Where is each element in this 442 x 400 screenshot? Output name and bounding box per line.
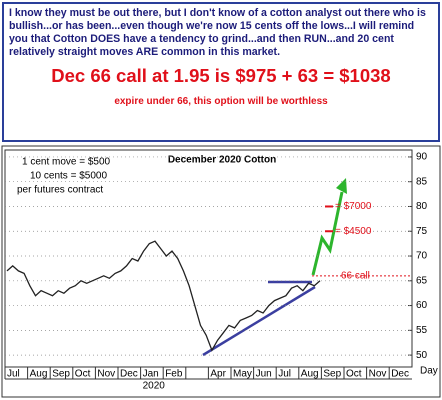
x-tick-label: Nov [97,369,115,380]
x-tick-label: Sep [323,369,341,380]
x-tick-label: May [233,369,252,380]
x-tick-label: Feb [165,369,183,380]
note: 1 cent move = $500 [22,157,111,168]
arrow-head [336,178,347,194]
call-label: 66 call [341,270,370,281]
x-tick-label: Dec [120,369,138,380]
y-tick-label: 85 [416,176,428,187]
x-tick-label: Aug [30,369,48,380]
note: per futures contract [17,185,103,196]
commentary-box: I know they must be out there, but I don… [2,2,440,142]
x-tick-label: Dec [391,369,409,380]
year-label: 2020 [143,381,166,392]
x-tick-label: Jul [7,369,20,380]
y-tick-label: 50 [416,350,428,361]
headline: Dec 66 call at 1.95 is $975 + 63 = $1038 [51,65,391,86]
price-line [6,240,321,352]
projection-arrow [311,191,344,276]
commentary: I know they must be out there, but I don… [9,7,426,58]
x-tick-label: Aug [301,369,319,380]
y-tick-label: 70 [416,251,428,262]
y-tick-label: 65 [416,275,428,286]
chart-title: December 2020 Cotton [168,155,276,166]
target-label: = $7000 [335,201,372,212]
chart-frame [1,145,441,398]
y-tick-label: 80 [416,201,428,212]
trend-line [202,285,316,357]
x-tick-label: Jul [278,369,291,380]
y-tick-label: 60 [416,300,428,311]
x-tick-label: Oct [346,369,362,380]
x-unit-label: Day [420,366,438,377]
target-label: = $4500 [335,226,372,237]
x-tick-label: Jan [143,369,159,380]
x-tick-label: Oct [75,369,91,380]
x-tick-label: Nov [369,369,387,380]
note: 10 cents = $5000 [30,171,107,182]
subline: expire under 66, this option will be wor… [114,96,328,107]
x-tick-label: Jun [256,369,272,380]
y-tick-label: 75 [416,226,428,237]
y-tick-label: 55 [416,325,428,336]
y-tick-label: 90 [416,152,428,163]
x-tick-label: Apr [210,369,226,380]
x-tick-label: Sep [52,369,70,380]
